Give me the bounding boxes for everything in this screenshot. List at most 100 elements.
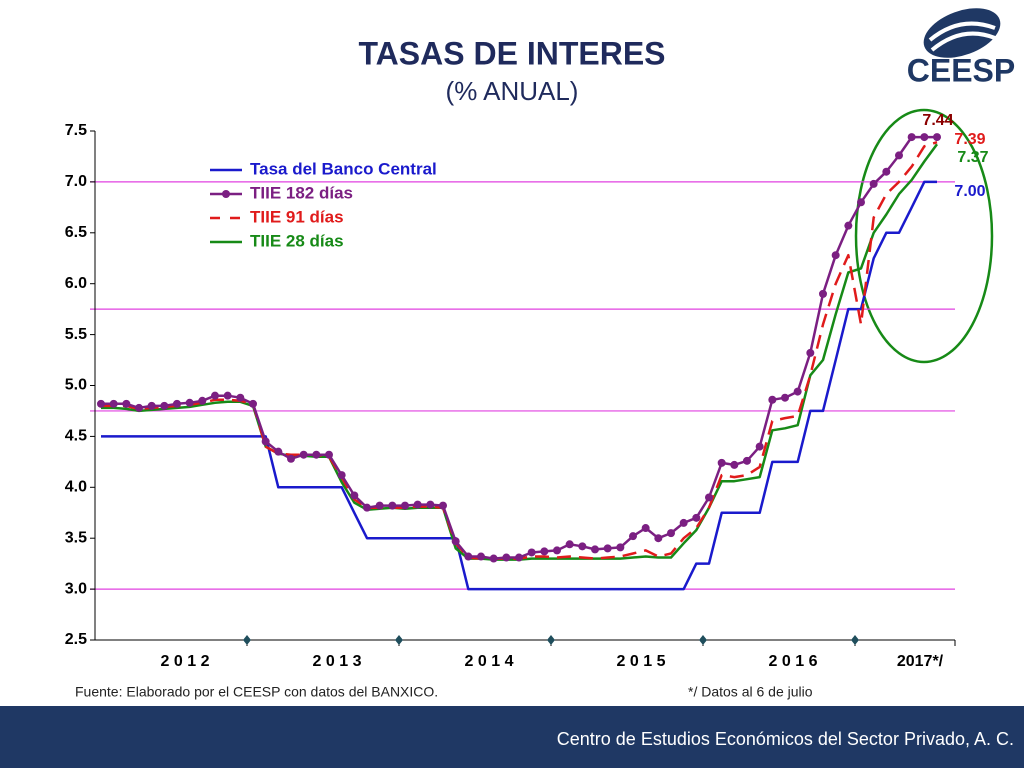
series-marker: [325, 450, 333, 459]
series-marker: [135, 403, 143, 412]
x-diamond: [699, 635, 707, 645]
footer-text: Centro de Estudios Económicos del Sector…: [557, 729, 1014, 749]
series-marker: [451, 537, 460, 546]
legend-label: Tasa del Banco Central: [250, 159, 437, 178]
series-marker: [413, 500, 422, 509]
series-marker: [274, 447, 283, 456]
series-line: [101, 180, 937, 591]
series-marker: [350, 491, 359, 500]
series-marker: [160, 401, 169, 410]
x-diamond: [243, 635, 251, 645]
y-tick-label: 5.0: [65, 377, 87, 394]
y-tick-label: 2.5: [65, 631, 87, 648]
series-marker: [122, 399, 131, 408]
end-value-label: 7.37: [957, 149, 988, 166]
series-marker: [489, 554, 498, 563]
series-marker: [236, 393, 245, 402]
series-marker: [844, 221, 853, 230]
y-tick-label: 4.5: [65, 428, 87, 445]
footer-bar: [0, 706, 1024, 768]
y-tick-label: 6.0: [65, 275, 87, 292]
series-marker: [768, 395, 777, 404]
legend-marker: [222, 190, 230, 198]
series-marker: [477, 552, 485, 561]
series-marker: [527, 548, 536, 557]
series-marker: [603, 544, 612, 553]
y-tick-label: 7.5: [65, 122, 87, 139]
series-marker: [299, 450, 308, 459]
plot: 2.5 3.0 3.5 4.0 4.5 5.0 5.5 6.0 6.5 7.0 7.5 2 0 1 2…: [65, 112, 989, 670]
end-value-label: 7.39: [954, 131, 985, 148]
series-marker: [312, 450, 321, 459]
series-marker: [705, 493, 713, 502]
series-marker: [223, 391, 232, 400]
series-marker: [882, 167, 891, 176]
series-marker: [173, 399, 181, 408]
series-marker: [869, 179, 878, 188]
series-marker: [109, 399, 118, 408]
source-note: Fuente: Elaborado por el CEESP con datos…: [75, 684, 438, 700]
series-marker: [831, 251, 840, 260]
series-marker: [565, 540, 574, 549]
y-tick-label: 6.5: [65, 224, 87, 241]
series-marker: [679, 518, 688, 527]
series-marker: [920, 133, 929, 142]
series-marker: [426, 500, 435, 509]
series-marker: [540, 547, 549, 556]
series-marker: [388, 501, 397, 510]
x-group-label: 2 0 1 6: [769, 653, 818, 670]
x-diamond: [547, 635, 555, 645]
logo-text: CEESP: [907, 52, 1015, 88]
x-diamond: [851, 635, 859, 645]
series-marker: [781, 393, 789, 402]
y-tick-label: 7.0: [65, 173, 87, 190]
logo-swoosh: [928, 21, 996, 42]
logo-swoosh: [930, 31, 996, 52]
series-marker: [667, 529, 675, 538]
y-tick-label: 3.0: [65, 580, 87, 597]
series-marker: [363, 503, 371, 512]
end-value-label: 7.44: [922, 112, 953, 129]
series-marker: [185, 398, 194, 407]
series-marker: [730, 460, 739, 469]
end-value-label: 7.00: [954, 183, 985, 200]
x-group-label: 2 0 1 3: [313, 653, 362, 670]
chart-title: TASAS DE INTERES: [359, 35, 666, 71]
series-marker: [198, 396, 207, 405]
x-group-label: 2 0 1 2: [161, 653, 210, 670]
series-marker: [819, 289, 827, 298]
series-marker: [755, 442, 764, 451]
series-marker: [553, 546, 561, 555]
logo: CEESP: [907, 8, 1015, 88]
series-marker: [97, 399, 105, 408]
series-marker: [857, 198, 865, 207]
series-marker: [895, 151, 903, 160]
x-group-label: 2 0 1 4: [465, 653, 514, 670]
series-marker: [743, 456, 751, 465]
legend-label: TIIE 182 días: [250, 183, 353, 202]
data-note: */ Datos al 6 de julio: [688, 684, 813, 700]
legend-label: TIIE 28 días: [250, 231, 344, 250]
series-marker: [401, 501, 409, 510]
series-marker: [933, 133, 941, 142]
legend-label: TIIE 91 días: [250, 207, 344, 226]
x-diamond: [395, 635, 403, 645]
series-marker: [337, 471, 346, 480]
chart-subtitle: (% ANUAL): [446, 76, 579, 106]
series-marker: [616, 543, 625, 552]
series-marker: [591, 545, 599, 554]
series-marker: [502, 553, 511, 562]
series-marker: [806, 348, 815, 357]
x-group-label: 2017*/: [897, 653, 944, 670]
series-marker: [249, 399, 257, 408]
series-marker: [464, 552, 473, 561]
y-tick-label: 4.0: [65, 479, 87, 496]
x-group-label: 2 0 1 5: [617, 653, 666, 670]
series-marker: [147, 401, 156, 410]
series-marker: [793, 387, 802, 396]
series-marker: [439, 501, 447, 510]
highlight-ellipse: [854, 108, 994, 364]
series-marker: [211, 391, 219, 400]
series-marker: [717, 458, 726, 467]
